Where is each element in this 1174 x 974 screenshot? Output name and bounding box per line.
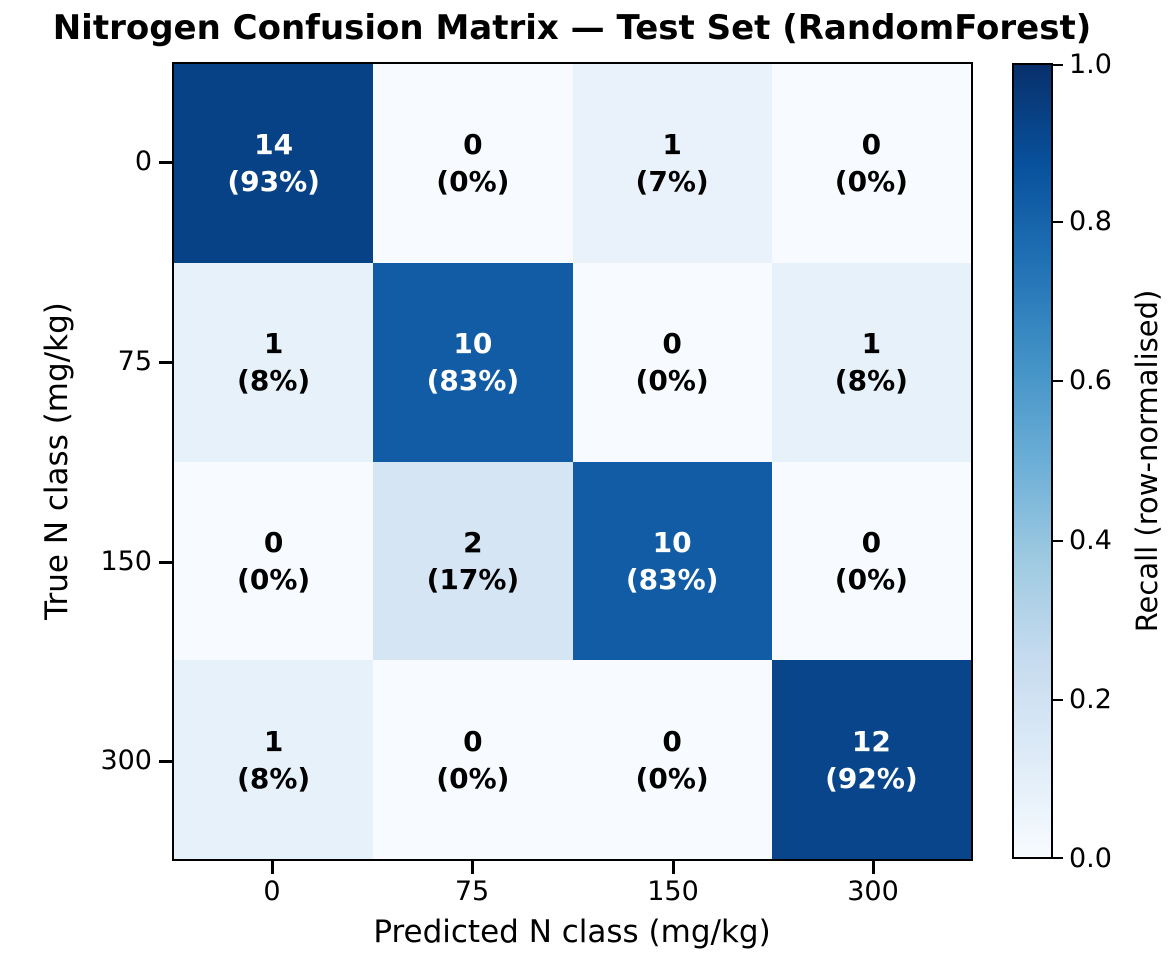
matrix-cell-r1c0: 1 (8%) — [174, 262, 374, 462]
cell-count: 10 — [652, 525, 692, 559]
colorbar-tick-mark — [1053, 857, 1063, 859]
cell-count: 1 — [263, 724, 284, 758]
cell-count: 10 — [453, 327, 493, 361]
cell-count: 0 — [463, 724, 483, 758]
cell-percent: (7%) — [635, 165, 709, 199]
cell-percent: (0%) — [834, 562, 908, 596]
colorbar-label: Recall (row-normalised) — [1130, 289, 1164, 633]
matrix-cell-r0c3: 0 (0%) — [771, 64, 971, 263]
colorbar-tick-label: 0.0 — [1069, 843, 1112, 874]
cell-count: 2 — [463, 525, 483, 559]
chart-title: Nitrogen Confusion Matrix — Test Set (Ra… — [52, 8, 1092, 48]
x-tick-mark — [872, 861, 875, 874]
matrix-cell-r3c0: 1 (8%) — [174, 660, 374, 859]
cell-count: 0 — [463, 128, 483, 162]
cell-count: 0 — [263, 525, 284, 559]
cell-percent: (92%) — [825, 761, 918, 795]
matrix-cell-r0c2: 1 (7%) — [572, 64, 772, 263]
cell-percent: (0%) — [237, 562, 311, 596]
colorbar-tick-label: 0.8 — [1069, 206, 1112, 237]
matrix-cell-r0c0: 14 (93%) — [174, 64, 374, 263]
x-axis-label: Predicted N class (mg/kg) — [373, 914, 771, 950]
y-tick-label: 300 — [100, 745, 152, 776]
cell-percent: (8%) — [237, 761, 311, 795]
cell-count: 0 — [662, 327, 682, 361]
colorbar-tick-label: 0.4 — [1069, 525, 1112, 556]
matrix-cell-r3c1: 0 (0%) — [373, 660, 573, 859]
y-tick-mark — [159, 760, 172, 763]
matrix-cell-r2c3: 0 (0%) — [771, 461, 971, 661]
cell-percent: (0%) — [635, 761, 709, 795]
cell-percent: (17%) — [426, 562, 520, 596]
y-tick-mark — [159, 561, 172, 564]
cell-count: 14 — [254, 128, 294, 162]
cell-count: 1 — [263, 327, 284, 361]
cell-percent: (0%) — [635, 364, 709, 398]
matrix-cell-r1c3: 1 (8%) — [771, 262, 971, 462]
cell-percent: (0%) — [436, 761, 510, 795]
y-tick-label: 75 — [117, 346, 152, 377]
x-tick-mark — [271, 861, 274, 874]
cell-count: 1 — [662, 128, 682, 162]
cell-count: 0 — [861, 128, 882, 162]
cell-count: 12 — [851, 724, 891, 758]
colorbar-tick-mark — [1053, 221, 1063, 223]
x-tick-mark — [672, 861, 675, 874]
cell-percent: (0%) — [834, 165, 908, 199]
matrix-cell-r3c2: 0 (0%) — [572, 660, 772, 859]
colorbar-tick-label: 1.0 — [1069, 49, 1112, 80]
x-tick-mark — [471, 861, 474, 874]
colorbar-gradient — [1012, 63, 1053, 859]
cell-percent: (8%) — [834, 364, 908, 398]
cell-percent: (93%) — [227, 165, 320, 199]
matrix-cell-r0c1: 0 (0%) — [373, 64, 573, 263]
colorbar-tick-mark — [1053, 64, 1063, 66]
x-tick-label: 0 — [263, 876, 281, 907]
matrix-cell-r1c2: 0 (0%) — [572, 262, 772, 462]
cell-count: 0 — [662, 724, 682, 758]
y-tick-mark — [159, 361, 172, 364]
cell-count: 0 — [861, 525, 882, 559]
x-tick-label: 300 — [847, 876, 899, 907]
matrix-cell-r2c1: 2 (17%) — [373, 461, 573, 661]
cell-percent: (83%) — [426, 364, 520, 398]
y-tick-mark — [159, 161, 172, 164]
matrix-cell-r1c1: 10 (83%) — [373, 262, 573, 462]
cell-percent: (83%) — [625, 562, 719, 596]
y-tick-label: 0 — [134, 146, 152, 177]
colorbar-tick-label: 0.2 — [1069, 684, 1112, 715]
cell-percent: (8%) — [237, 364, 311, 398]
colorbar-tick-mark — [1053, 699, 1063, 701]
heatmap-grid: 14 (93%) 0 (0%) 1 (7%) 0 (0%) 1 (8%) 10 … — [172, 62, 973, 861]
cell-count: 1 — [861, 327, 882, 361]
matrix-cell-r2c0: 0 (0%) — [174, 461, 374, 661]
colorbar-tick-mark — [1053, 540, 1063, 542]
colorbar-tick-mark — [1053, 380, 1063, 382]
colorbar-tick-label: 0.6 — [1069, 365, 1112, 396]
matrix-cell-r3c3: 12 (92%) — [771, 660, 971, 859]
matrix-cell-r2c2: 10 (83%) — [572, 461, 772, 661]
y-tick-label: 150 — [100, 546, 152, 577]
cell-percent: (0%) — [436, 165, 510, 199]
x-tick-label: 75 — [454, 876, 490, 907]
y-axis-label: True N class (mg/kg) — [39, 302, 75, 620]
x-tick-label: 150 — [647, 876, 699, 907]
